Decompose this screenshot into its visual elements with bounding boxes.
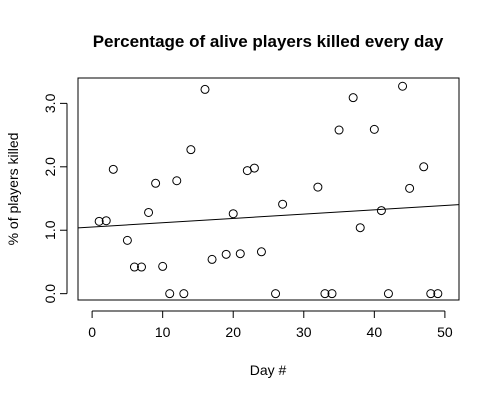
- data-point: [108, 164, 118, 174]
- x-axis: 0 10 20 30 40 50: [88, 310, 453, 340]
- data-point: [179, 289, 189, 299]
- trend-line: [77, 204, 460, 229]
- data-point: [376, 206, 386, 216]
- data-point: [151, 178, 161, 188]
- y-tick-label: 0.0: [42, 284, 58, 304]
- x-tick-label: 30: [296, 324, 312, 340]
- x-axis-label: Day #: [250, 362, 287, 378]
- x-tick-label: 50: [437, 324, 453, 340]
- data-point: [186, 145, 196, 155]
- data-point: [271, 289, 281, 299]
- data-point: [228, 209, 238, 219]
- y-tick-label: 2.0: [42, 157, 58, 177]
- data-point: [249, 163, 259, 173]
- x-tick-label: 10: [155, 324, 171, 340]
- x-tick-label: 20: [225, 324, 241, 340]
- data-point: [278, 199, 288, 209]
- data-point: [355, 223, 365, 233]
- data-point: [165, 289, 175, 299]
- data-point: [129, 262, 139, 272]
- data-point: [383, 289, 393, 299]
- data-point: [334, 125, 344, 135]
- data-point: [348, 93, 358, 103]
- data-point: [101, 216, 111, 226]
- data-point: [158, 261, 168, 271]
- data-point: [405, 183, 415, 193]
- y-tick-label: 1.0: [42, 220, 58, 240]
- y-tick-label: 3.0: [42, 93, 58, 113]
- data-point: [172, 176, 182, 186]
- y-axis-label: % of players killed: [5, 133, 21, 246]
- data-point: [137, 262, 146, 272]
- data-point: [235, 249, 245, 259]
- trend-line-group: [77, 204, 460, 229]
- data-point: [327, 289, 337, 299]
- y-axis: 0.0 1.0 2.0 3.0: [42, 93, 68, 304]
- x-tick-label: 40: [367, 324, 383, 340]
- data-point: [207, 254, 217, 264]
- data-points: [94, 81, 443, 299]
- data-point: [369, 124, 379, 134]
- data-point: [221, 249, 231, 259]
- data-point: [122, 235, 132, 245]
- data-point: [256, 247, 266, 257]
- data-point: [433, 289, 443, 299]
- data-point: [419, 162, 429, 172]
- data-point: [320, 289, 330, 299]
- data-point: [144, 207, 154, 217]
- plot-frame: [77, 77, 460, 301]
- data-point: [426, 289, 436, 299]
- x-tick-label: 0: [88, 324, 96, 340]
- data-point: [200, 84, 210, 94]
- data-point: [398, 81, 408, 91]
- data-point: [313, 182, 323, 192]
- chart-title: Percentage of alive players killed every…: [93, 32, 444, 51]
- data-point: [94, 216, 104, 226]
